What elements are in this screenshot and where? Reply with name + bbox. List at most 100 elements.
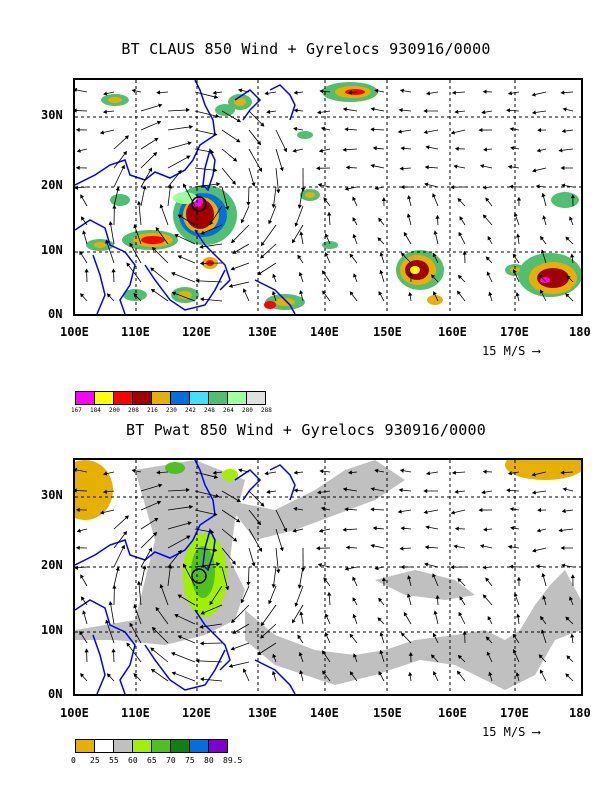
- wind-arrow-head: [75, 165, 80, 170]
- wind-arrow-head: [156, 120, 162, 125]
- wind-arrow-head: [485, 197, 490, 202]
- wind-arrow: [194, 167, 217, 171]
- colorbar-swatch: [171, 740, 190, 752]
- wind-arrow: [138, 201, 142, 226]
- wind-arrow-head: [316, 490, 322, 495]
- wind-arrow-head: [459, 216, 464, 221]
- colorbar-label: 60: [128, 756, 138, 765]
- wind-arrow-head: [424, 165, 429, 170]
- wind-arrow-head: [257, 651, 262, 656]
- wind-arrow: [231, 642, 250, 650]
- colorbar-label: 208: [128, 407, 139, 414]
- wind-arrow-head: [537, 128, 542, 133]
- wind-arrow-head: [506, 488, 511, 493]
- wind-arrow: [196, 660, 223, 663]
- grid-lines: [75, 80, 581, 314]
- wind-arrow-head: [432, 573, 437, 578]
- wind-arrow: [178, 214, 196, 226]
- wind-arrow: [261, 604, 277, 626]
- lon-tick-120e: 120E: [182, 706, 211, 720]
- wind-arrow-head: [133, 673, 138, 678]
- wind-arrow: [152, 247, 169, 264]
- wind-arrow-head: [271, 204, 276, 209]
- wind-arrow-head: [423, 488, 428, 494]
- wind-arrow-head: [268, 599, 273, 605]
- wind-arrow-head: [106, 293, 112, 298]
- wind-arrow-head: [513, 592, 518, 597]
- lon-tick-110e: 110E: [121, 325, 150, 339]
- colorbar-swatch: [152, 392, 171, 404]
- wind-arrow: [140, 501, 161, 511]
- wind-arrow-head: [294, 222, 299, 227]
- wind-arrow-head: [80, 574, 85, 579]
- wind-arrow-head: [210, 149, 215, 154]
- wind-arrow-head: [297, 584, 302, 589]
- vector-scale-arrow: ⟶: [532, 344, 540, 358]
- wind-arrow-head: [231, 618, 236, 624]
- wind-arrow: [113, 187, 119, 207]
- wind-arrow-head: [451, 470, 456, 475]
- wind-arrow-head: [435, 594, 440, 599]
- wind-arrow-head: [378, 597, 383, 603]
- claus-map-panel: [73, 78, 583, 316]
- wind-arrow-head: [136, 200, 142, 205]
- wind-arrow-head: [454, 489, 459, 494]
- wind-arrow-head: [317, 183, 323, 188]
- lon-tick-130e: 130E: [248, 325, 277, 339]
- wind-arrow-head: [171, 272, 176, 276]
- wind-arrow: [113, 515, 129, 530]
- wind-arrow-head: [133, 293, 138, 298]
- wind-arrow-head: [231, 560, 236, 565]
- lat-tick-30n: 30N: [41, 108, 63, 122]
- wind-arrow-head: [318, 148, 324, 153]
- wind-arrow: [194, 547, 217, 551]
- wind-arrow-head: [177, 255, 182, 260]
- wind-arrow: [194, 471, 218, 478]
- wind-arrow-head: [374, 468, 379, 473]
- wind-arrow-head: [506, 108, 511, 113]
- wind-arrow-head: [374, 186, 379, 191]
- colorbar-label: 65: [147, 756, 157, 765]
- wind-arrow-head: [102, 489, 107, 494]
- wind-arrow-head: [212, 90, 217, 95]
- wind-arrow-head: [79, 250, 84, 256]
- wind-arrow-head: [240, 219, 245, 224]
- wind-arrow-head: [84, 268, 89, 273]
- wind-arrow-head: [486, 271, 491, 276]
- wind-arrow: [155, 227, 169, 245]
- wind-arrow-head: [558, 528, 563, 533]
- wind-arrow-head: [561, 508, 566, 514]
- wind-arrow: [194, 490, 219, 497]
- lat-tick-10n: 10N: [41, 623, 63, 637]
- wind-arrow-head: [515, 292, 520, 297]
- wind-arrow: [272, 566, 277, 588]
- wind-arrow-head: [462, 250, 467, 255]
- wind-arrow-head: [75, 87, 78, 93]
- wind-arrow: [129, 243, 142, 264]
- wind-arrow-head: [150, 288, 156, 293]
- wind-arrow-head: [189, 124, 194, 130]
- wind-arrow-head: [507, 164, 513, 170]
- wind-arrow-head: [342, 527, 347, 532]
- wind-arrow: [171, 652, 196, 663]
- wind-arrow: [140, 121, 161, 131]
- wind-arrow: [167, 170, 182, 188]
- wind-arrow-head: [171, 671, 176, 676]
- wind-arrow-head: [379, 632, 384, 637]
- wind-arrow-head: [236, 138, 241, 143]
- wind-arrow-head: [342, 487, 347, 492]
- wind-arrow-head: [251, 562, 256, 567]
- wind-arrow-head: [232, 250, 237, 254]
- wind-arrow-head: [565, 293, 570, 298]
- wind-arrow-head: [199, 297, 205, 302]
- wind-arrow-head: [260, 122, 265, 127]
- wind-arrow: [105, 620, 115, 644]
- wind-arrow-head: [228, 663, 233, 668]
- wind-arrow-head: [321, 270, 326, 275]
- lat-tick-10n: 10N: [41, 243, 63, 257]
- wind-arrow-head: [271, 670, 276, 676]
- wind-arrow-head: [370, 507, 375, 512]
- lon-tick-140e: 140E: [310, 706, 339, 720]
- wind-arrow: [140, 152, 157, 169]
- wind-arrow-head: [320, 506, 326, 511]
